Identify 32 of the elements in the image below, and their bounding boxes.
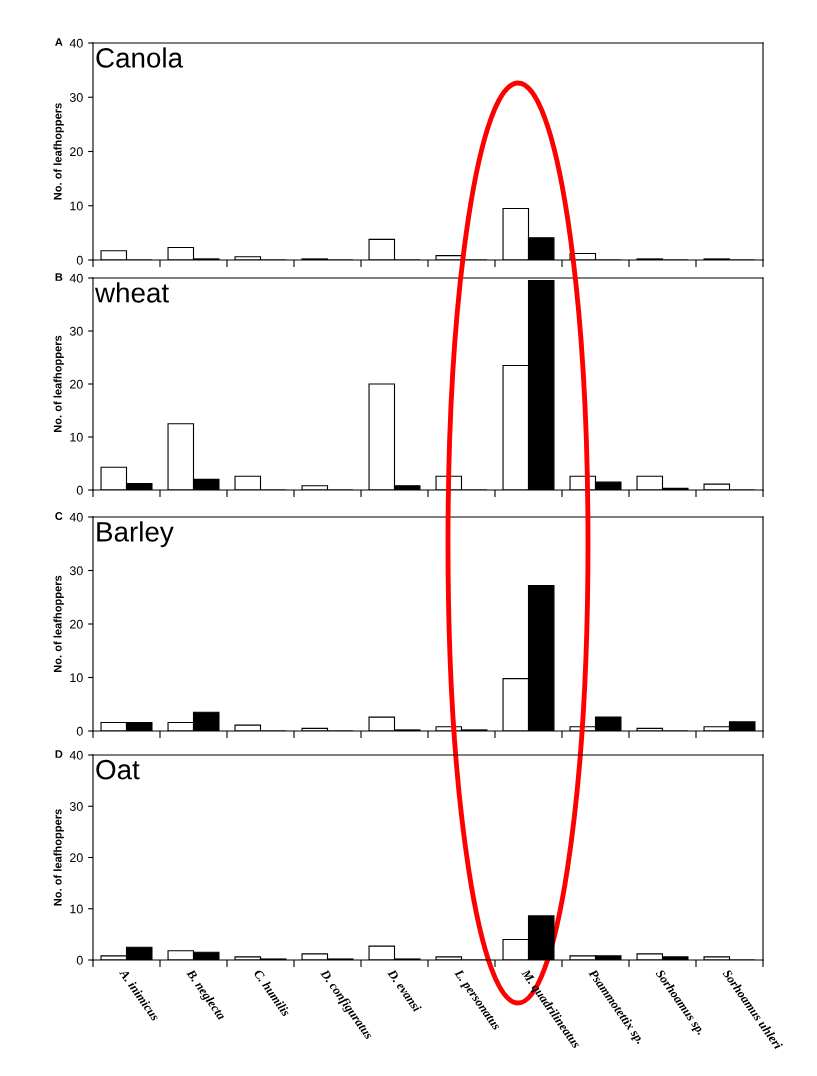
chart-title: Barley: [97, 521, 174, 548]
y-tick-label: 0: [76, 255, 83, 265]
y-tick-label: 0: [76, 485, 83, 495]
chart-title: Canola: [96, 47, 184, 68]
text: B: [55, 273, 63, 281]
y-axis-title: No. of leafhoppers: [53, 809, 64, 906]
y-tick-label: 20: [70, 619, 83, 629]
y-tick-label: 40: [69, 273, 83, 283]
y-axis-title: No. of leafhoppers: [53, 335, 64, 433]
y-tick-label: 30: [69, 566, 83, 576]
y-tick-label: 20: [70, 853, 83, 863]
y-tick-label: 40: [69, 512, 83, 522]
chart-title: wheat: [94, 282, 169, 303]
y-axis-title: No. of leafhoppers: [53, 103, 64, 200]
y-tick-label: 30: [69, 93, 83, 102]
y-tick-label: 30: [69, 326, 83, 336]
y-tick-label: 0: [76, 726, 83, 736]
chart-title: Oat: [96, 759, 140, 780]
text: A: [55, 38, 63, 46]
y-tick-label: 30: [69, 802, 83, 811]
y-axis-title: No. of leafhoppers: [53, 575, 64, 673]
text: C: [55, 512, 63, 520]
y-tick-label: 20: [70, 147, 83, 157]
y-tick-label: 10: [70, 904, 83, 914]
y-tick-label: 10: [70, 201, 83, 211]
y-tick-label: 40: [69, 750, 83, 760]
y-tick-label: 20: [70, 379, 83, 389]
y-tick-label: 10: [70, 432, 83, 442]
y-tick-label: 40: [69, 38, 83, 48]
text: D: [55, 750, 63, 758]
y-tick-label: 10: [70, 673, 83, 683]
y-tick-label: 0: [76, 955, 83, 965]
